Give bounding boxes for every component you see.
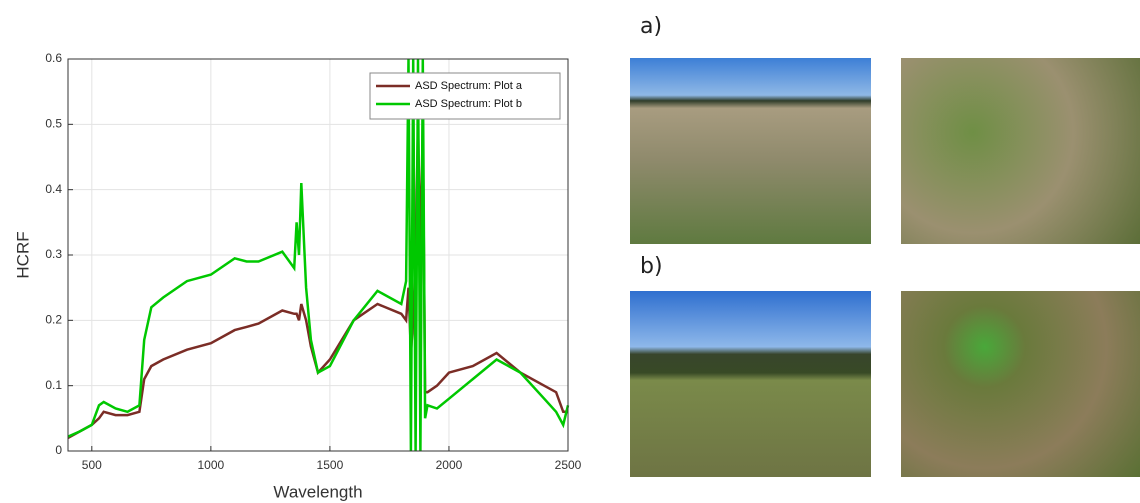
photo <box>901 291 1140 477</box>
y-tick-label: 0.4 <box>45 182 62 196</box>
x-tick-label: 2000 <box>436 458 463 472</box>
y-tick-label: 0.5 <box>45 117 62 131</box>
chart: HCRF Wavelength 0 0.1 0.2 0.3 0.4 0.5 0.6 500 10… <box>13 51 582 501</box>
x-tick-label: 1500 <box>317 458 344 472</box>
data-line <box>67 58 570 452</box>
y-tick-label: 0 <box>55 443 62 457</box>
y-axis-label: HCRF <box>13 231 32 278</box>
legend-label: ASD Spectrum: Plot b <box>415 98 522 110</box>
legend-label: ASD Spectrum: Plot a <box>415 80 523 92</box>
x-tick-label: 1000 <box>198 458 225 472</box>
panel-label: a) <box>640 14 663 39</box>
photo <box>630 291 871 477</box>
photo <box>901 58 1140 244</box>
x-tick-label: 500 <box>82 458 102 472</box>
y-tick-label: 0.3 <box>45 247 62 261</box>
x-tick-label: 2500 <box>555 458 582 472</box>
y-tick-label: 0.1 <box>45 378 62 392</box>
x-axis-label: Wavelength <box>273 482 362 501</box>
y-tick-label: 0.6 <box>45 51 62 65</box>
y-tick-label: 0.2 <box>45 313 62 327</box>
legend-box <box>369 72 561 120</box>
panel-label: b) <box>640 254 663 279</box>
axes-box <box>67 58 569 452</box>
photo <box>630 58 871 244</box>
